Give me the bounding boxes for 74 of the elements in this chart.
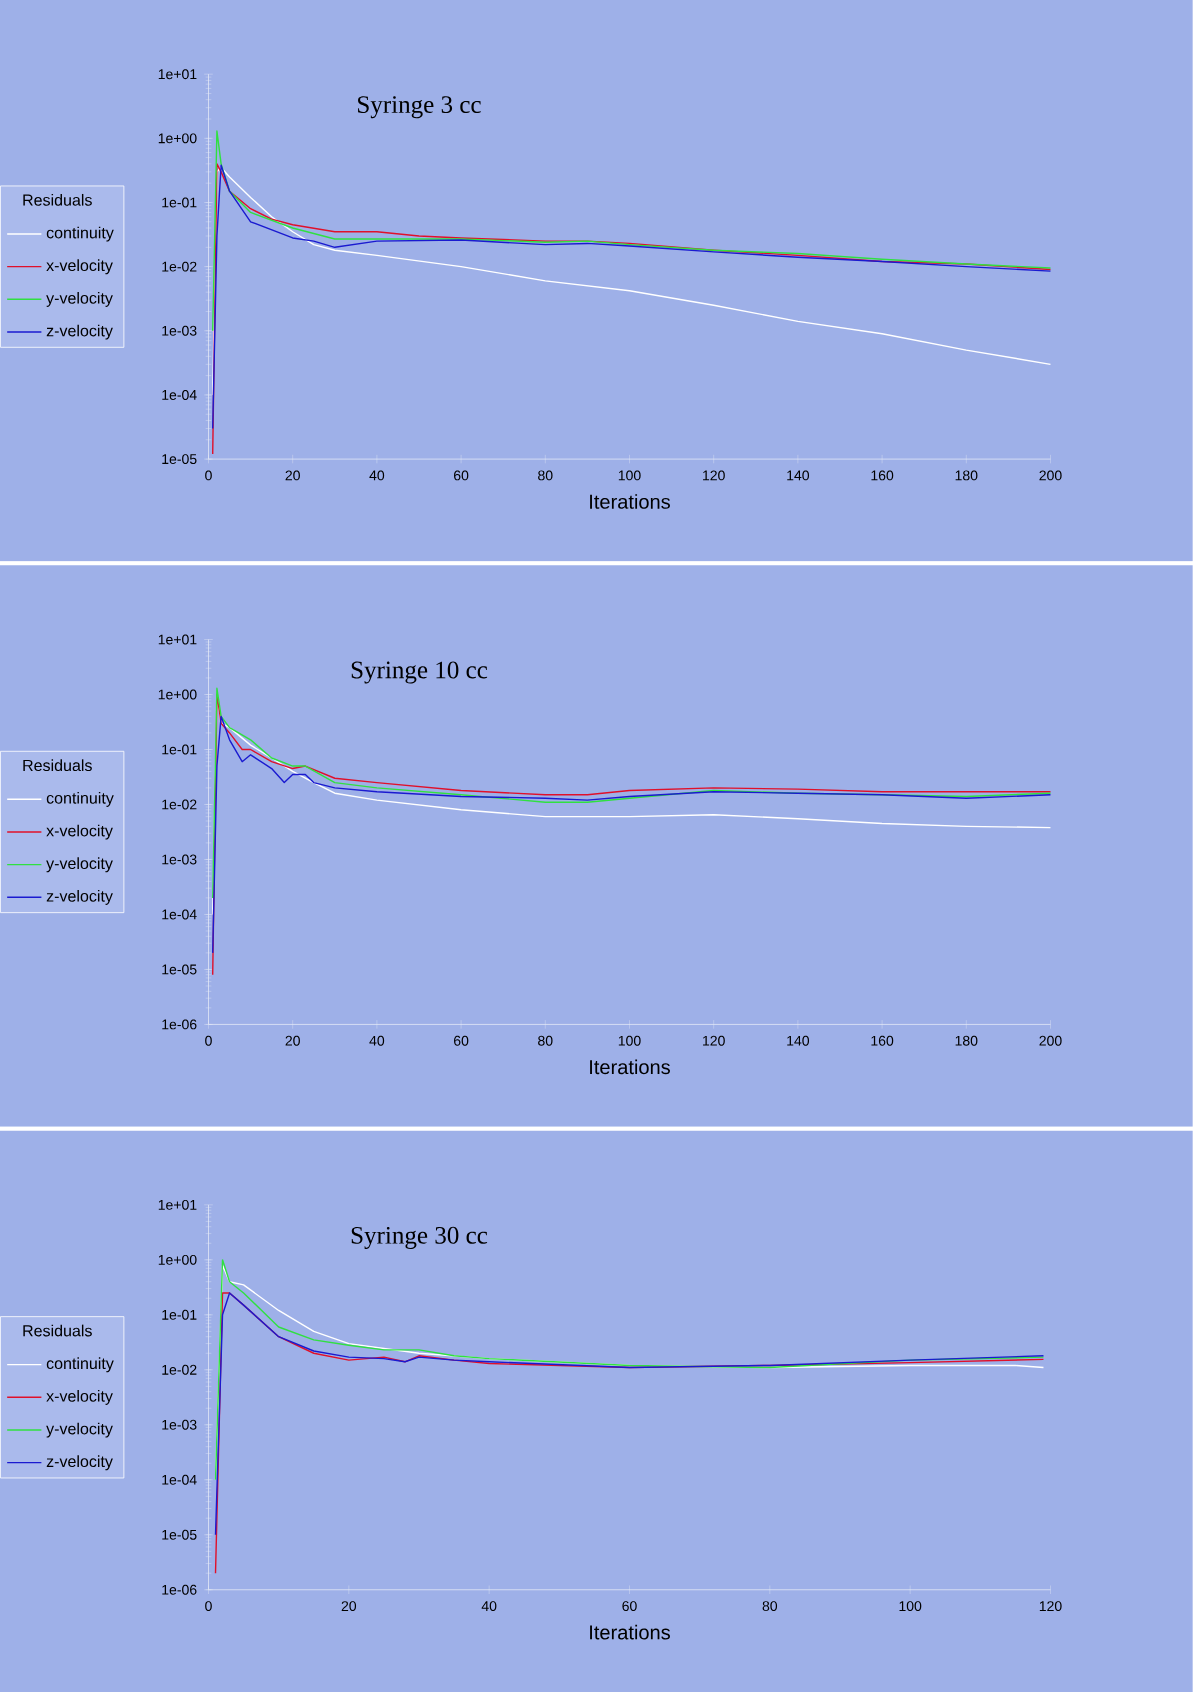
x-tick-label: 60	[454, 1035, 469, 1046]
x-tick-label: 0	[205, 470, 212, 481]
x-tick-label: 40	[369, 1035, 385, 1046]
y-tick-label: 1e-02	[162, 799, 197, 810]
x-tick-label: 0	[205, 1035, 212, 1046]
x-tick-label: 140	[787, 470, 810, 481]
x-tick-label: 160	[871, 470, 894, 481]
legend-label: z-velocity	[46, 889, 113, 905]
x-tick-label: 20	[341, 1601, 357, 1612]
legend-title: Residuals	[23, 759, 92, 772]
x-tick-label: 20	[285, 470, 301, 481]
x-axis-title: Iterations	[590, 1624, 671, 1640]
x-tick-label: 180	[955, 470, 978, 481]
legend-label: continuity	[46, 1357, 114, 1373]
legend-title: Residuals	[23, 1324, 92, 1337]
y-tick-label: 1e-03	[162, 325, 197, 336]
legend-label: y-velocity	[46, 857, 113, 873]
y-tick-label: 1e-01	[162, 1309, 197, 1320]
line-series	[212, 715, 1052, 954]
y-tick-label: 1e+01	[158, 1199, 197, 1210]
x-tick-label: 60	[454, 470, 469, 481]
legend-label: x-velocity	[46, 1389, 113, 1405]
y-tick-label: 1e-05	[162, 964, 197, 975]
x-tick-label: 40	[481, 1601, 497, 1612]
legend-label: z-velocity	[46, 1455, 113, 1471]
x-tick-label: 80	[538, 1035, 553, 1046]
x-tick-label: 0	[205, 1601, 212, 1612]
y-tick-label: 1e-04	[162, 389, 197, 400]
x-tick-label: 120	[703, 470, 725, 481]
y-tick-label: 1e-05	[162, 1529, 197, 1540]
x-tick-label: 100	[618, 1035, 641, 1046]
x-tick-label: 60	[622, 1601, 637, 1612]
text: Syringe 30 cc	[351, 1226, 488, 1249]
y-tick-label: 1e-06	[162, 1584, 197, 1595]
y-tick-label: 1e-02	[162, 1364, 197, 1375]
x-axis-title: Iterations	[590, 1059, 671, 1075]
y-tick-label: 1e+01	[158, 634, 197, 645]
y-tick-label: 1e+00	[158, 1254, 197, 1265]
text: Syringe 10 cc	[351, 661, 488, 684]
text: Syringe 3 cc	[358, 96, 481, 119]
x-tick-label: 180	[955, 1035, 978, 1046]
x-tick-label: 160	[871, 1035, 894, 1046]
x-tick-label: 20	[285, 1035, 301, 1046]
x-tick-label: 120	[703, 1035, 725, 1046]
y-tick-label: 1e-03	[162, 854, 197, 865]
x-tick-label: 80	[538, 470, 553, 481]
x-tick-label: 120	[1039, 1601, 1062, 1612]
legend-label: z-velocity	[46, 324, 113, 340]
y-tick-label: 1e-02	[162, 261, 197, 272]
x-axis-title: Iterations	[590, 494, 671, 509]
y-tick-label: 1e-06	[162, 1019, 197, 1030]
x-tick-label: 100	[618, 470, 641, 481]
x-tick-label: 80	[762, 1601, 778, 1612]
x-tick-label: 40	[369, 470, 385, 481]
y-tick-label: 1e+00	[158, 133, 197, 144]
legend-label: continuity	[46, 791, 114, 807]
y-tick-label: 1e-04	[162, 1474, 197, 1485]
y-tick-label: 1e-01	[162, 197, 197, 208]
legend-label: y-velocity	[46, 1422, 113, 1438]
legend-label: continuity	[46, 226, 114, 242]
legend-label: x-velocity	[46, 259, 113, 275]
y-tick-label: 1e+01	[158, 69, 197, 80]
x-tick-label: 200	[1039, 1035, 1062, 1046]
y-tick-label: 1e-05	[162, 454, 197, 465]
y-tick-label: 1e-03	[162, 1419, 197, 1430]
y-tick-label: 1e-04	[162, 909, 197, 920]
legend-title: Residuals	[23, 193, 92, 206]
x-tick-label: 140	[787, 1035, 810, 1046]
y-tick-label: 1e+00	[158, 689, 197, 700]
x-tick-label: 100	[899, 1601, 922, 1612]
y-tick-label: 1e-01	[162, 744, 197, 755]
x-tick-label: 200	[1039, 470, 1062, 481]
legend-label: x-velocity	[46, 824, 113, 840]
legend-label: y-velocity	[46, 291, 113, 307]
